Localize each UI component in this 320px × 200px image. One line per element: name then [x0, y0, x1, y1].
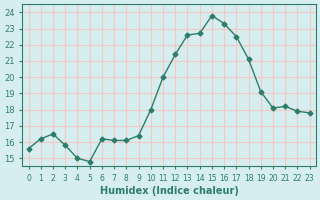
X-axis label: Humidex (Indice chaleur): Humidex (Indice chaleur)	[100, 186, 239, 196]
